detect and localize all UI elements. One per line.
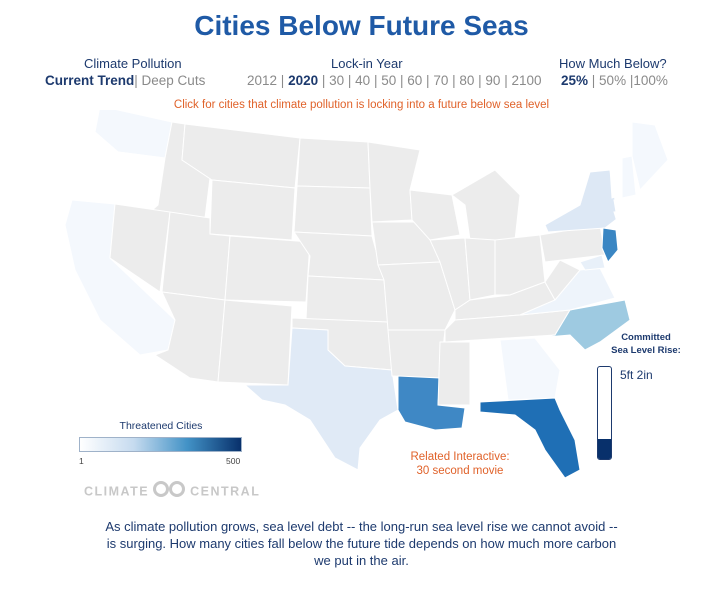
- state-indiana[interactable]: [464, 237, 496, 301]
- state-west-virginia[interactable]: [544, 259, 581, 301]
- sea-level-title-line-1: Committed: [621, 332, 671, 343]
- lockin-selector: 2012 | 2020 | 30 | 40 | 50 | 60 | 70 | 8…: [247, 73, 542, 88]
- description-text: As climate pollution grows, sea level de…: [105, 519, 618, 568]
- state-connecticut[interactable]: [613, 209, 637, 226]
- state-north-carolina[interactable]: [534, 299, 631, 351]
- related-interactive-link[interactable]: Related Interactive: 30 second movie: [400, 450, 520, 478]
- lockin-option[interactable]: 40: [355, 73, 371, 88]
- lockin-option[interactable]: 2012: [247, 73, 278, 88]
- sea-level-value: 5ft 2in: [620, 368, 653, 382]
- legend-title: Threatened Cities: [119, 420, 203, 432]
- state-vermont[interactable]: [609, 163, 623, 199]
- pollution-option[interactable]: Deep Cuts: [141, 73, 206, 88]
- below-option[interactable]: 100%: [633, 73, 668, 88]
- lockin-option[interactable]: 60: [407, 73, 423, 88]
- lockin-option[interactable]: 80: [459, 73, 475, 88]
- state-new-hampshire[interactable]: [621, 155, 637, 199]
- lockin-option[interactable]: 90: [485, 73, 501, 88]
- map-hint[interactable]: Click for cities that climate pollution …: [173, 99, 550, 111]
- state-new-mexico[interactable]: [217, 299, 293, 386]
- state-massachusetts[interactable]: [613, 195, 651, 213]
- state-mississippi[interactable]: [437, 341, 471, 406]
- lockin-option[interactable]: 2020: [288, 73, 319, 88]
- state-new-york[interactable]: [544, 169, 619, 233]
- state-georgia[interactable]: [499, 337, 561, 401]
- infinity-logo-icon: [152, 481, 186, 500]
- state-texas[interactable]: [243, 327, 399, 471]
- sea-level-gauge: [597, 366, 612, 460]
- state-colorado[interactable]: [224, 235, 311, 303]
- related-line-2: 30 second movie: [416, 465, 504, 477]
- below-option[interactable]: 25%: [561, 73, 589, 88]
- below-option[interactable]: 50%: [599, 73, 627, 88]
- lockin-option[interactable]: 30: [329, 73, 345, 88]
- state-florida[interactable]: [479, 397, 581, 479]
- below-selector: 25% | 50% |100%: [561, 73, 668, 88]
- climate-central-logo[interactable]: CLIMATE CENTRAL: [84, 481, 261, 500]
- state-maryland[interactable]: [579, 254, 606, 271]
- pollution-heading: Climate Pollution: [84, 56, 182, 71]
- sea-level-title-line-2: Sea Level Rise:: [611, 345, 681, 356]
- legend-min-label: 1: [79, 456, 84, 466]
- lockin-option[interactable]: 50: [381, 73, 397, 88]
- below-heading: How Much Below?: [559, 56, 667, 71]
- lockin-option[interactable]: 70: [433, 73, 449, 88]
- state-wisconsin[interactable]: [409, 189, 461, 241]
- state-arkansas[interactable]: [387, 329, 446, 379]
- state-nevada[interactable]: [109, 203, 171, 293]
- brand-word-left: CLIMATE: [84, 484, 150, 499]
- sea-level-gauge-fill: [598, 438, 611, 459]
- pollution-selector: Current Trend| Deep Cuts: [45, 73, 206, 88]
- sea-level-title: Committed Sea Level Rise:: [598, 331, 694, 357]
- legend-color-scale: [79, 437, 242, 452]
- us-map: [64, 110, 669, 479]
- state-north-dakota[interactable]: [296, 137, 371, 189]
- state-wyoming[interactable]: [209, 179, 296, 241]
- state-south-dakota[interactable]: [293, 185, 373, 237]
- lockin-option[interactable]: 2100: [511, 73, 542, 88]
- state-maine[interactable]: [631, 121, 669, 192]
- related-line-1: Related Interactive:: [410, 451, 510, 463]
- state-new-jersey[interactable]: [601, 227, 619, 263]
- pollution-option[interactable]: Current Trend: [45, 73, 135, 88]
- page-title: Cities Below Future Seas: [194, 10, 529, 41]
- legend-max-label: 500: [226, 456, 241, 466]
- brand-word-right: CENTRAL: [190, 484, 261, 499]
- state-michigan[interactable]: [451, 169, 521, 241]
- lockin-heading: Lock-in Year: [331, 56, 403, 71]
- state-kansas[interactable]: [305, 275, 389, 323]
